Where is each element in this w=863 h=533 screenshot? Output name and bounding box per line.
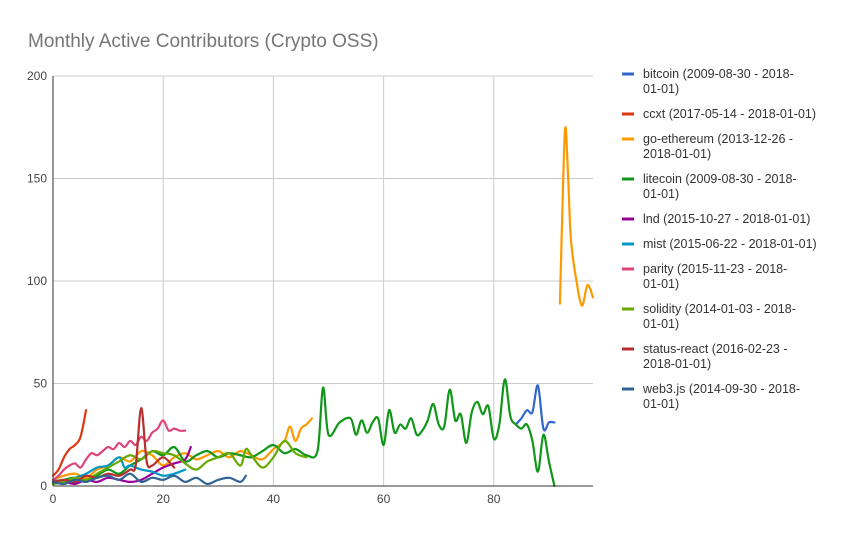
x-tick-label: 80 <box>487 492 501 506</box>
series-3 <box>51 378 556 488</box>
legend-label: lnd (2015-10-27 - 2018-01-01) <box>643 212 810 226</box>
series-4 <box>51 445 192 486</box>
legend-label: bitcoin (2009-08-30 - 2018-01-01) <box>643 67 794 96</box>
legend-item: web3.js (2014-09-30 - 2018-01-01) <box>622 382 800 411</box>
x-tick-label: 60 <box>377 492 391 506</box>
x-tick-label: 0 <box>50 492 57 506</box>
series-line <box>51 419 187 481</box>
y-tick-label: 200 <box>27 69 47 83</box>
series-line <box>51 409 88 477</box>
y-tick-label: 50 <box>34 377 48 391</box>
series-8 <box>51 406 176 484</box>
x-tick-label: 40 <box>267 492 281 506</box>
legend-item: status-react (2016-02-23 -2018-01-01) <box>622 342 788 371</box>
chart-title: Monthly Active Contributors (Crypto OSS) <box>28 31 379 52</box>
legend-label: mist (2015-06-22 - 2018-01-01) <box>643 237 817 251</box>
series-line <box>51 417 314 481</box>
legend-item: solidity (2014-01-03 - 2018-01-01) <box>622 302 796 331</box>
series-line <box>51 378 556 488</box>
axis-tick-labels: 0 50 100 150 200 0 20 40 60 80 <box>27 69 501 506</box>
legend-item: lnd (2015-10-27 - 2018-01-01) <box>622 212 810 226</box>
series-6 <box>51 419 187 481</box>
series-line <box>51 472 247 486</box>
y-tick-label: 0 <box>40 479 47 493</box>
series-9 <box>51 472 247 486</box>
legend-label: ccxt (2017-05-14 - 2018-01-01) <box>643 107 816 121</box>
legend-item: parity (2015-11-23 - 2018-01-01) <box>622 262 787 291</box>
axes <box>52 76 593 487</box>
series-line <box>51 439 308 486</box>
legend-item: go-ethereum (2013-12-26 -2018-01-01) <box>622 132 793 161</box>
series-lines <box>51 126 595 488</box>
legend-label: go-ethereum (2013-12-26 -2018-01-01) <box>643 132 793 161</box>
series-1 <box>51 409 88 477</box>
x-tick-label: 20 <box>157 492 171 506</box>
series-line <box>514 384 556 432</box>
legend-item: bitcoin (2009-08-30 - 2018-01-01) <box>622 67 794 96</box>
legend-label: web3.js (2014-09-30 - 2018-01-01) <box>642 382 800 411</box>
series-line <box>558 126 595 307</box>
legend-label: solidity (2014-01-03 - 2018-01-01) <box>643 302 796 331</box>
legend: bitcoin (2009-08-30 - 2018-01-01) ccxt (2… <box>622 67 817 411</box>
legend-item: mist (2015-06-22 - 2018-01-01) <box>622 237 817 251</box>
series-2 <box>51 126 595 481</box>
series-0 <box>514 384 556 432</box>
series-line <box>51 406 176 484</box>
legend-label: litecoin (2009-08-30 - 2018-01-01) <box>643 172 797 201</box>
y-tick-label: 100 <box>27 274 47 288</box>
y-tick-label: 150 <box>27 172 47 186</box>
legend-item: ccxt (2017-05-14 - 2018-01-01) <box>622 107 816 121</box>
series-7 <box>51 439 308 486</box>
legend-item: litecoin (2009-08-30 - 2018-01-01) <box>622 172 797 201</box>
series-line <box>51 445 192 486</box>
legend-label: parity (2015-11-23 - 2018-01-01) <box>643 262 787 291</box>
legend-label: status-react (2016-02-23 -2018-01-01) <box>643 342 788 371</box>
grid-lines <box>53 75 593 486</box>
